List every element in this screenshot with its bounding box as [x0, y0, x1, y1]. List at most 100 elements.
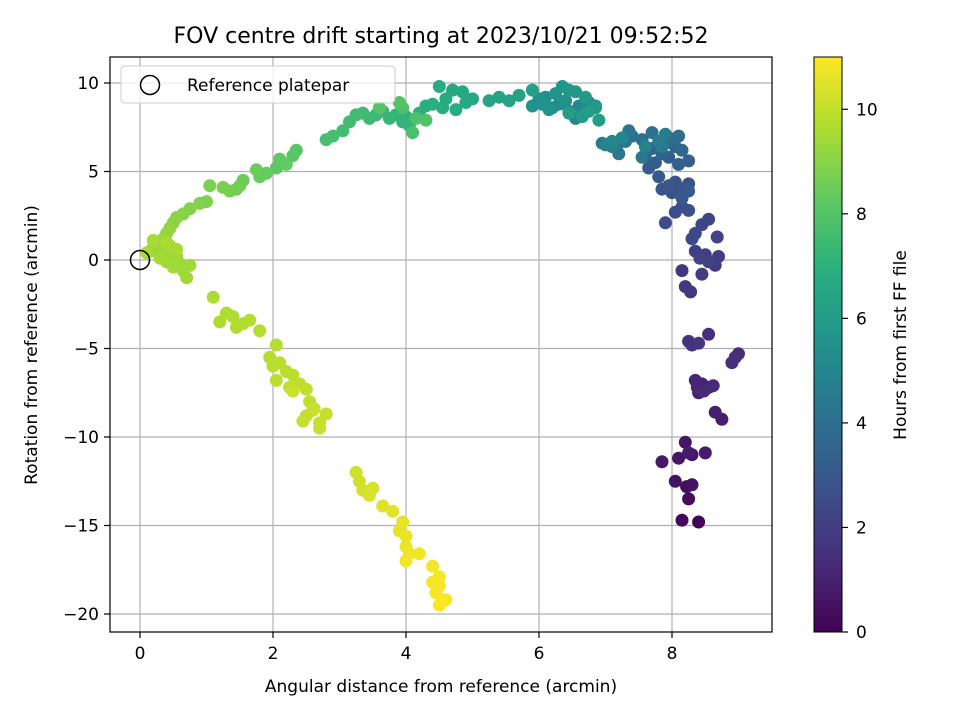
data-point [672, 157, 686, 171]
x-axis-label: Angular distance from reference (arcmin) [265, 677, 617, 697]
data-point [542, 103, 556, 117]
data-point [562, 106, 576, 120]
data-point [685, 232, 699, 246]
y-tick-label: 10 [77, 74, 99, 94]
data-point [459, 96, 473, 109]
data-point [675, 513, 689, 527]
y-tick-label: 5 [88, 163, 99, 183]
x-tick-label: 8 [667, 644, 678, 664]
data-point [372, 101, 386, 115]
reference-marker [129, 249, 151, 271]
data-point [343, 115, 356, 129]
data-point [206, 290, 220, 304]
data-point [436, 101, 450, 115]
data-point [153, 251, 167, 265]
data-point [249, 163, 263, 177]
data-point [376, 499, 390, 513]
data-point [216, 180, 230, 194]
data-point [336, 124, 350, 138]
colorbar-tick-label: 2 [856, 518, 867, 538]
data-point [710, 230, 724, 244]
legend-marker-icon [139, 74, 161, 96]
data-point [579, 90, 592, 104]
data-point [432, 80, 446, 93]
data-point [682, 446, 696, 460]
data-point [319, 133, 333, 147]
data-point [512, 88, 526, 102]
colorbar-tick-label: 4 [856, 414, 867, 434]
data-point [286, 368, 300, 382]
data-point [685, 478, 699, 492]
data-point [492, 90, 506, 104]
colorbar: 0 2 4 6 8 10 Hours from first FF file [813, 56, 911, 643]
data-point [638, 140, 652, 154]
data-point [675, 143, 689, 157]
data-point [682, 154, 696, 168]
data-point [672, 451, 686, 465]
data-point [439, 593, 453, 607]
data-point [170, 242, 184, 256]
data-point [655, 455, 669, 469]
scatter-points [140, 80, 745, 612]
x-tick-label: 6 [534, 644, 545, 664]
data-point [456, 85, 469, 99]
data-point [226, 310, 240, 324]
data-point [362, 488, 376, 502]
data-point [605, 134, 619, 148]
data-point [582, 104, 596, 118]
data-point [243, 313, 257, 327]
data-point [725, 356, 739, 370]
data-point [183, 258, 197, 272]
data-point [146, 234, 160, 247]
y-axis-label: Rotation from reference (arcmin) [22, 205, 42, 485]
data-point [279, 157, 293, 171]
data-point [569, 85, 583, 99]
data-point [698, 446, 712, 460]
data-point [180, 271, 194, 285]
data-point [672, 129, 686, 143]
data-point [502, 94, 516, 108]
colorbar-ticks: 0 2 4 6 8 10 [842, 100, 878, 643]
data-point [682, 492, 696, 506]
colorbar-tick-label: 8 [856, 205, 867, 225]
data-point [286, 384, 300, 398]
data-point [615, 131, 629, 145]
colorbar-gradient [813, 56, 843, 633]
data-point [682, 334, 696, 348]
data-point [682, 184, 696, 198]
data-point [525, 83, 539, 97]
data-point [684, 285, 698, 299]
y-tick-label: −15 [63, 517, 99, 537]
data-point [253, 324, 267, 338]
legend-label: Reference platepar [187, 76, 349, 96]
y-tick-label: −20 [63, 605, 99, 625]
data-point [648, 156, 662, 170]
colorbar-tick-label: 10 [856, 100, 878, 120]
data-point [697, 384, 711, 398]
data-point [652, 134, 666, 148]
legend[interactable]: Reference platepar [120, 65, 396, 104]
data-point [296, 414, 310, 428]
data-point [269, 373, 283, 387]
data-point [682, 203, 696, 217]
data-point [307, 402, 321, 416]
data-point [662, 179, 676, 193]
x-tick-label: 0 [135, 644, 146, 664]
chart-title: FOV centre drift starting at 2023/10/21 … [174, 24, 709, 49]
data-point [449, 103, 463, 117]
y-tick-label: −5 [74, 340, 99, 360]
x-axis-ticks: 0 2 4 6 8 [135, 632, 678, 664]
colorbar-label: Hours from first FF file [891, 250, 911, 440]
data-point [319, 407, 333, 421]
y-tick-label: −10 [63, 428, 99, 448]
data-point [446, 83, 460, 97]
data-point [652, 170, 666, 184]
data-point [299, 382, 313, 396]
data-point [592, 113, 606, 127]
data-point [668, 474, 682, 488]
y-axis-ticks: −20 −15 −10 −5 0 5 10 [63, 74, 110, 625]
y-tick-label: 0 [88, 251, 99, 271]
data-point [426, 559, 440, 573]
data-point [692, 515, 706, 529]
